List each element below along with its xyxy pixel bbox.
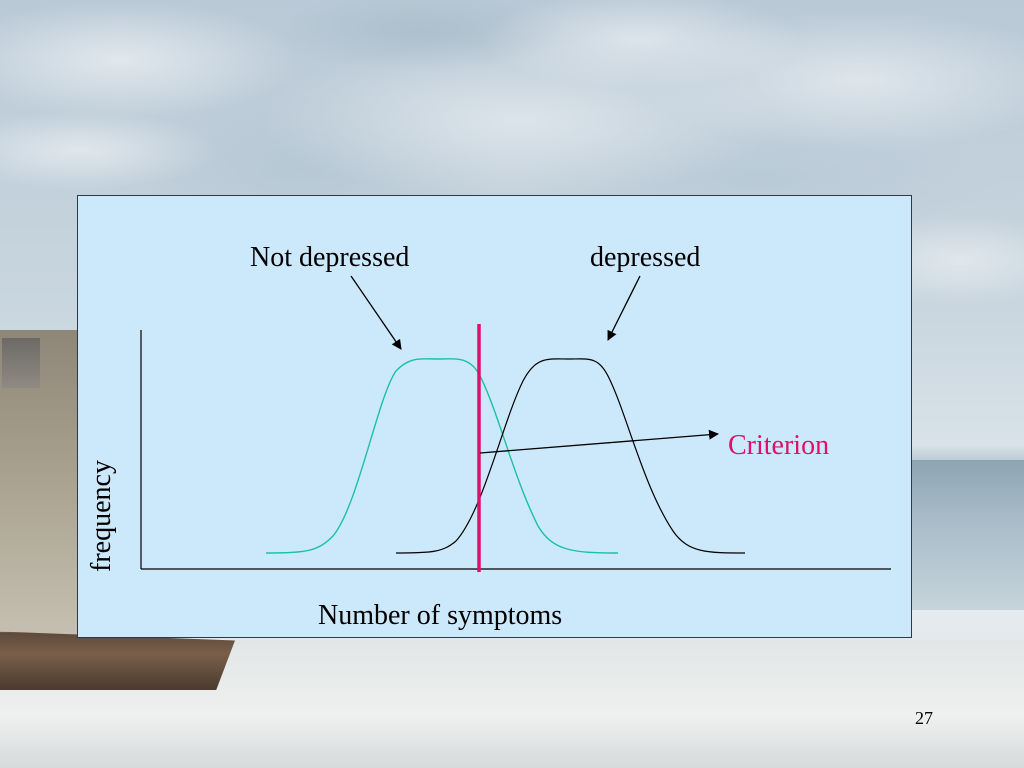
diagram-svg (140, 275, 891, 572)
depressed-label: depressed (590, 242, 701, 273)
x-axis-label: Number of symptoms (318, 600, 563, 631)
criterion-label: Criterion (728, 430, 830, 461)
background-building (2, 338, 40, 388)
page-number: 27 (915, 708, 933, 728)
not-depressed-label: Not depressed (250, 242, 410, 273)
arrow-criterion (479, 429, 719, 454)
background-boat (0, 631, 235, 690)
arrow-depressed (607, 275, 641, 341)
y-axis-label: frequency (86, 460, 117, 572)
diagram-panel: Not depressed depressed Criterion Number… (77, 195, 912, 638)
background-sea (910, 460, 1024, 610)
arrow-not-depressed (350, 275, 402, 350)
depressed-curve (395, 358, 746, 554)
not-depressed-curve (265, 358, 619, 554)
